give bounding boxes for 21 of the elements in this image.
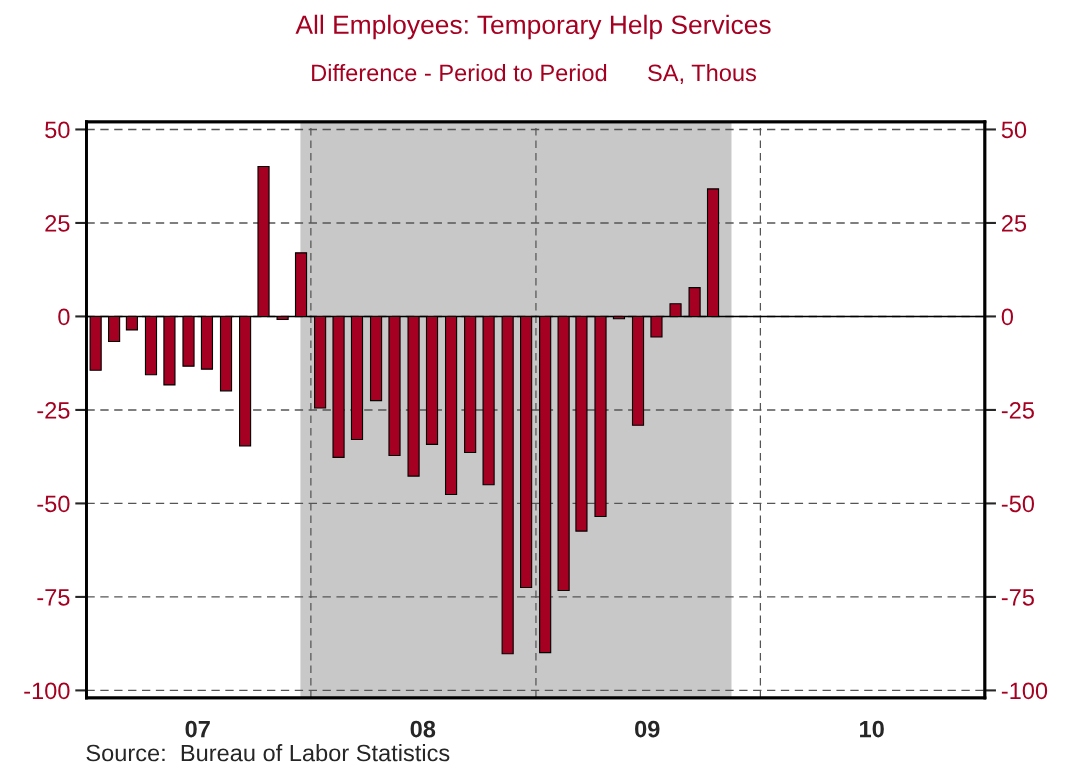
- x-tick-label: 08: [410, 720, 436, 738]
- y2-tick-label: -50: [1001, 495, 1035, 513]
- y-tick-label: 25: [45, 215, 70, 232]
- y2-tick-label: 25: [1002, 215, 1027, 232]
- source-note: Source: Bureau of Labor Statistics: [86, 744, 450, 762]
- chart-title: All Employees: Temporary Help Services: [295, 14, 771, 40]
- y2-tick-label: 0: [1001, 308, 1014, 326]
- y-tick-label: -50: [37, 495, 70, 513]
- y2-tick-label: -75: [1001, 589, 1034, 606]
- x-tick-label: 09: [635, 720, 660, 738]
- y-tick-label: -75: [37, 589, 70, 606]
- x-tick-label: 07: [185, 720, 210, 738]
- y-tick-label: -100: [24, 682, 70, 700]
- y-tick-label: 0: [58, 308, 70, 326]
- y-tick-label: -25: [37, 402, 70, 419]
- y2-tick-label: -100: [1001, 682, 1048, 700]
- chart-subtitle: Difference - Period to Period SA, Thous: [312, 63, 756, 85]
- y-tick-label: 50: [45, 121, 70, 139]
- y2-tick-label: -25: [1001, 402, 1034, 419]
- y2-tick-label: 50: [1001, 121, 1027, 139]
- x-tick-label: 10: [860, 720, 884, 738]
